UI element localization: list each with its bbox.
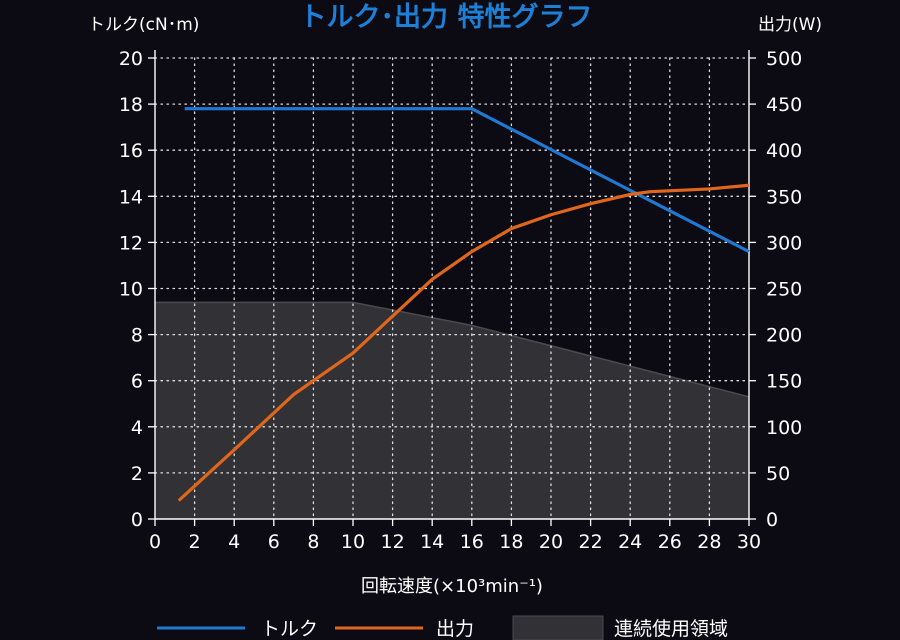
region-layer xyxy=(155,301,750,519)
torque-line xyxy=(184,107,750,254)
legend: トルク 出力 連続使用領域 xyxy=(157,615,728,640)
legend-power-label: 出力 xyxy=(436,618,474,640)
x-tick-label: 30 xyxy=(737,531,761,553)
right-tick-label: 0 xyxy=(766,509,778,531)
x-tick-label: 20 xyxy=(539,531,563,553)
right-tick-label: 300 xyxy=(766,232,802,254)
grid-layer xyxy=(154,57,750,520)
x-tick-label: 14 xyxy=(420,531,444,553)
left-axis-label: トルク(cN･m) xyxy=(88,15,199,35)
left-tick-label: 20 xyxy=(119,48,143,70)
left-tick-label: 16 xyxy=(119,140,143,162)
x-tick-label: 12 xyxy=(381,531,405,553)
series-layer xyxy=(177,107,750,502)
left-tick-label: 12 xyxy=(119,232,143,254)
legend-torque-label: トルク xyxy=(261,618,318,640)
legend-region-label: 連続使用領域 xyxy=(614,618,728,640)
left-tick-label: 18 xyxy=(119,94,143,116)
right-tick-label: 150 xyxy=(766,371,802,393)
right-tick-label: 450 xyxy=(766,94,802,116)
left-tick-label: 6 xyxy=(131,371,143,393)
x-tick-label: 4 xyxy=(228,531,240,553)
right-tick-label: 250 xyxy=(766,279,802,301)
x-tick-label: 6 xyxy=(268,531,280,553)
power-line xyxy=(177,183,750,502)
x-tick-label: 16 xyxy=(460,531,484,553)
chart-title: トルク･出力 特性グラフ xyxy=(300,1,593,33)
x-tick-label: 8 xyxy=(307,531,319,553)
x-tick-label: 2 xyxy=(189,531,201,553)
right-axis-label: 出力(W) xyxy=(758,15,822,35)
x-tick-label: 0 xyxy=(149,531,161,553)
left-tick-label: 8 xyxy=(131,325,143,347)
x-tick-label: 22 xyxy=(579,531,603,553)
right-tick-label: 50 xyxy=(766,463,790,485)
right-tick-label: 400 xyxy=(766,140,802,162)
continuous-use-region-edge xyxy=(155,301,750,398)
left-tick-label: 0 xyxy=(131,509,143,531)
right-tick-label: 200 xyxy=(766,325,802,347)
left-tick-label: 14 xyxy=(119,186,143,208)
left-tick-label: 2 xyxy=(131,463,143,485)
right-tick-label: 350 xyxy=(766,186,802,208)
left-tick-label: 10 xyxy=(119,279,143,301)
right-tick-label: 500 xyxy=(766,48,802,70)
x-tick-label: 18 xyxy=(499,531,523,553)
axis-layer xyxy=(148,50,756,526)
x-tick-label: 26 xyxy=(658,531,682,553)
continuous-use-region xyxy=(155,302,749,519)
legend-region-swatch xyxy=(512,615,604,640)
x-tick-label: 10 xyxy=(341,531,365,553)
x-axis-label: 回転速度(×10³min⁻¹) xyxy=(361,576,543,597)
right-tick-label: 100 xyxy=(766,417,802,439)
left-tick-label: 4 xyxy=(131,417,143,439)
x-tick-label: 28 xyxy=(697,531,721,553)
x-tick-label: 24 xyxy=(618,531,642,553)
tick-labels: 0 2 4 6 8 10 12 14 16 18 20 22 24 26 28 300246810121416… xyxy=(119,48,802,553)
